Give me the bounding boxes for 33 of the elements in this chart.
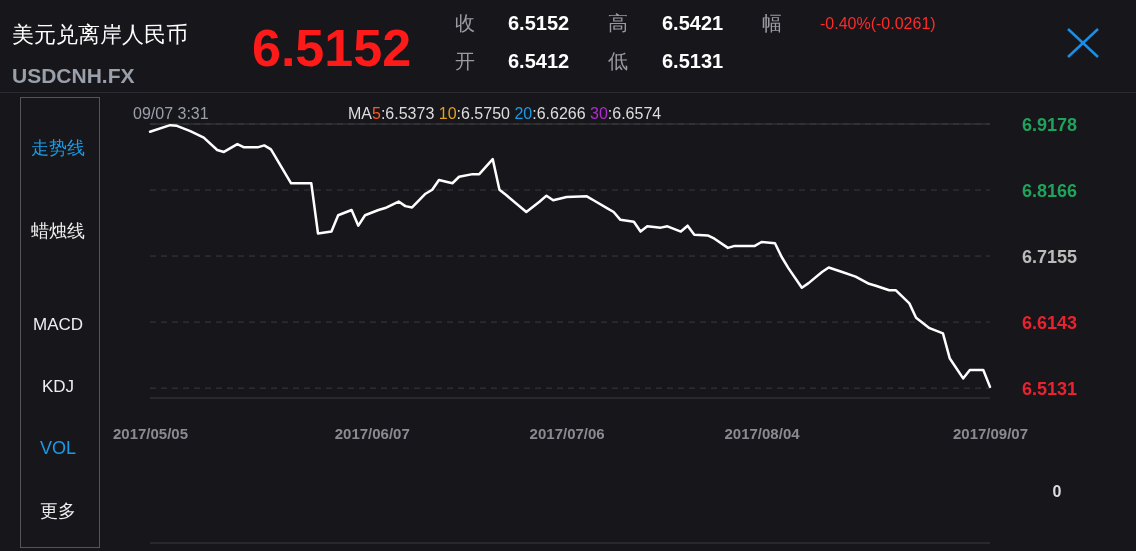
- text: -0.40%(-0.0261): [820, 15, 936, 32]
- text: VOL: [39, 438, 77, 458]
- text: 蜡烛线: [31, 221, 85, 241]
- text: 6.5152: [508, 12, 570, 34]
- text: 0: [1052, 483, 1062, 500]
- y-tick-label: 6.6143: [1022, 312, 1078, 333]
- text: 09/07 3:31: [133, 105, 209, 122]
- x-tick-label: 2017/09/07: [952, 424, 1029, 442]
- text: 更多: [40, 501, 76, 521]
- text: KDJ: [41, 377, 75, 396]
- x-tick-label: 2017/08/04: [724, 424, 801, 442]
- x-tick-label: 2017/06/07: [334, 424, 410, 442]
- text: 收: [455, 12, 475, 34]
- text: 6.5421: [662, 12, 724, 34]
- y-tick-label: 6.9178: [1022, 114, 1078, 135]
- y-tick-label: 6.5131: [1022, 378, 1078, 399]
- text: 6.5152: [252, 19, 412, 77]
- chart-subtitle: USDCNH.FX: [12, 64, 135, 87]
- chart-title: 美元兑离岸人民币: [12, 22, 188, 47]
- text: 低: [608, 50, 628, 72]
- text: 走势线: [31, 138, 85, 158]
- y-tick-label: 6.7155: [1022, 246, 1078, 267]
- x-tick-label: 2017/05/05: [112, 424, 189, 442]
- text: 高: [608, 12, 628, 34]
- x-tick-label: 2017/07/06: [529, 424, 605, 442]
- y-tick-label: 6.8166: [1022, 180, 1078, 201]
- line-series: [148, 123, 992, 389]
- text: 6.5131: [662, 50, 724, 72]
- text: MACD: [32, 315, 84, 334]
- text: 开: [455, 50, 475, 72]
- text: 幅: [762, 12, 782, 34]
- text: MA5:6.5373 10:6.5750 20:6.6266 30:6.6574: [348, 105, 662, 122]
- text: 6.5412: [508, 50, 570, 72]
